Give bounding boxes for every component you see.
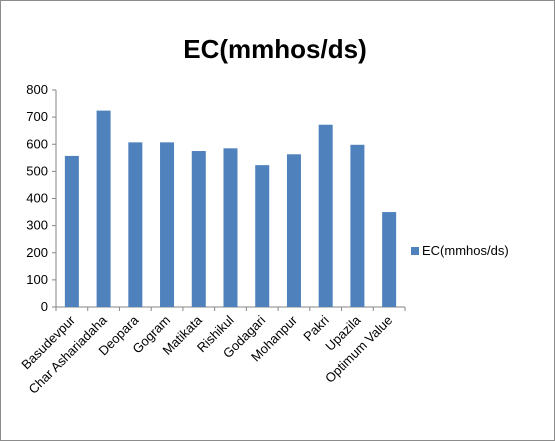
y-tick-label: 600	[26, 136, 48, 151]
chart-title: EC(mmhos/ds)	[183, 34, 366, 64]
y-tick-label: 300	[26, 218, 48, 233]
bar	[64, 155, 79, 307]
y-tick-label: 500	[26, 163, 48, 178]
x-axis	[55, 306, 406, 311]
bar	[286, 154, 301, 307]
bar	[160, 142, 175, 307]
y-tick-label: 800	[26, 82, 48, 97]
bars	[64, 110, 397, 308]
y-tick-label: 0	[41, 299, 48, 314]
bar	[255, 165, 270, 307]
y-tick-label: 400	[26, 191, 48, 206]
y-tick-label: 700	[26, 109, 48, 124]
bar	[318, 124, 333, 307]
bar	[128, 142, 143, 307]
legend-swatch	[411, 247, 419, 255]
y-tick-label: 100	[26, 272, 48, 287]
bar	[191, 151, 206, 307]
y-tick-label: 200	[26, 245, 48, 260]
bar	[96, 110, 111, 308]
legend-label: EC(mmhos/ds)	[422, 243, 509, 258]
bar	[223, 148, 238, 307]
y-axis: 0 100 200 300 400 500 600 700 800	[26, 82, 57, 314]
legend: EC(mmhos/ds)	[411, 243, 509, 258]
bar	[350, 144, 365, 307]
bar	[382, 212, 397, 307]
